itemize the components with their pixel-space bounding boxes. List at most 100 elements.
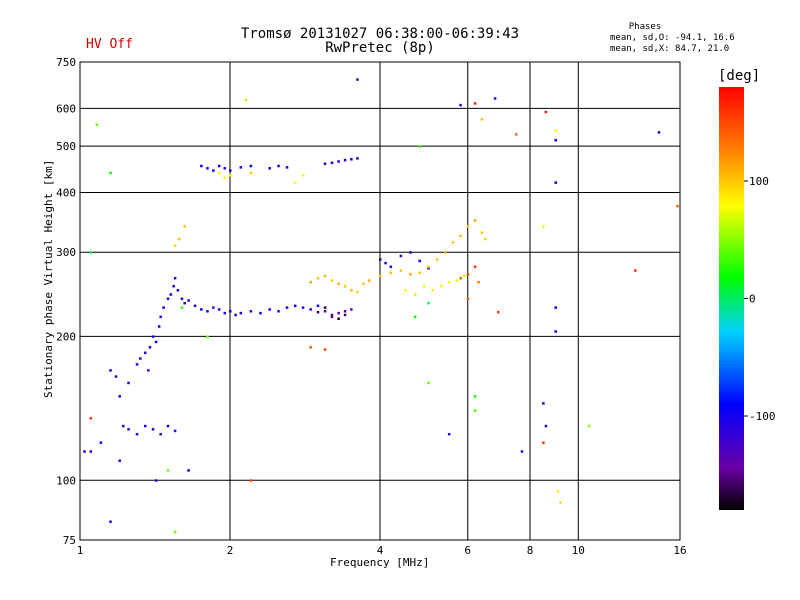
data-point: [343, 284, 347, 288]
data-point: [118, 395, 121, 398]
data-point: [556, 489, 560, 493]
data-point: [268, 167, 271, 170]
y-tick-label: 300: [56, 246, 76, 259]
data-point: [206, 310, 209, 313]
data-point: [431, 289, 435, 292]
data-point: [234, 313, 237, 317]
data-point: [223, 176, 227, 179]
data-point: [330, 161, 334, 165]
colorbar-tick-label: 0: [749, 293, 756, 306]
data-point: [217, 164, 221, 168]
data-point: [542, 441, 545, 444]
data-point: [166, 469, 170, 472]
data-point: [466, 297, 470, 301]
data-point: [515, 133, 518, 136]
data-point: [480, 117, 484, 121]
data-point: [459, 234, 462, 238]
data-point: [249, 164, 253, 168]
colorbar-tick-label: 100: [749, 175, 769, 188]
data-point: [356, 78, 359, 81]
data-point: [542, 402, 545, 405]
data-point: [323, 162, 327, 165]
data-point: [480, 231, 484, 234]
data-point: [109, 171, 112, 175]
data-point: [316, 276, 320, 280]
y-tick-label: 750: [56, 56, 76, 69]
data-point: [343, 313, 347, 317]
data-point: [356, 290, 359, 294]
x-tick-label: 2: [227, 544, 234, 557]
data-point: [135, 363, 139, 366]
data-point: [435, 258, 439, 261]
data-point: [166, 297, 170, 301]
data-point: [187, 299, 190, 302]
data-point: [409, 273, 412, 276]
data-point: [309, 346, 312, 349]
data-point: [473, 265, 477, 269]
data-point: [350, 158, 353, 161]
data-point: [496, 310, 500, 314]
y-tick-label: 400: [56, 186, 76, 199]
x-tick-label: 16: [673, 544, 686, 557]
data-point: [473, 219, 477, 222]
data-point: [350, 289, 353, 292]
data-point: [89, 450, 93, 453]
hv-status: HV Off: [86, 37, 133, 52]
data-point: [427, 381, 430, 385]
x-tick-label: 1: [77, 544, 84, 557]
data-point: [657, 131, 661, 134]
data-point: [316, 310, 320, 314]
y-tick-label: 200: [56, 330, 76, 343]
data-point: [89, 416, 93, 420]
data-point: [439, 284, 443, 288]
data-point: [159, 432, 162, 436]
data-point: [330, 279, 334, 282]
data-point: [309, 280, 312, 284]
data-point: [459, 103, 462, 107]
data-point: [154, 479, 158, 482]
data-point: [147, 369, 150, 372]
chart-title: Tromsø 20131027 06:38:00-06:39:43: [240, 26, 520, 42]
data-point: [466, 225, 470, 228]
data-point: [166, 424, 170, 428]
data-point: [187, 469, 190, 472]
data-point: [217, 308, 221, 311]
data-point: [323, 274, 327, 278]
data-point: [206, 335, 209, 338]
data-point: [268, 308, 271, 311]
data-point: [229, 174, 232, 177]
data-point: [229, 310, 232, 313]
data-point: [330, 315, 334, 319]
colorbar-tick-label: -100: [749, 410, 776, 423]
data-point: [183, 225, 186, 228]
data-point: [293, 181, 297, 184]
data-point: [301, 306, 305, 309]
data-point: [193, 304, 197, 308]
data-point: [249, 479, 253, 482]
data-point: [154, 340, 158, 344]
colorbar: [719, 87, 744, 510]
data-point: [323, 310, 327, 313]
data-point: [337, 282, 340, 286]
data-point: [206, 167, 209, 170]
data-point: [244, 98, 248, 102]
chart-subtitle: RwPretec (8p): [325, 40, 435, 56]
data-point: [418, 259, 421, 263]
plot-frame: [79, 61, 681, 541]
data-point: [83, 450, 86, 453]
data-point: [413, 315, 417, 319]
data-point: [127, 381, 130, 385]
data-point: [362, 282, 365, 286]
data-point: [173, 530, 177, 534]
data-point: [183, 301, 186, 305]
data-point: [309, 308, 312, 311]
data-point: [379, 274, 382, 278]
data-point: [223, 311, 227, 315]
data-point: [350, 308, 353, 311]
data-point: [99, 441, 103, 444]
data-point: [200, 308, 203, 311]
y-tick-label: 500: [56, 140, 76, 153]
data-point: [223, 167, 227, 170]
data-point: [114, 375, 118, 378]
data-point: [285, 166, 289, 169]
